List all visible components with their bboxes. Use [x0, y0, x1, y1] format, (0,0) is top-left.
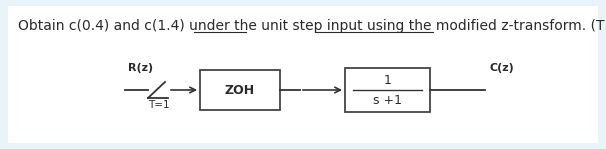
Bar — [200, 70, 280, 110]
Text: Obtain c(0.4) and c(1.4) under the unit step input using the modified z-transfor: Obtain c(0.4) and c(1.4) under the unit … — [18, 19, 606, 33]
Text: s +1: s +1 — [373, 94, 402, 107]
Text: 1: 1 — [384, 73, 391, 87]
Text: C(z): C(z) — [490, 63, 514, 73]
Bar — [345, 68, 430, 112]
Text: T=1: T=1 — [148, 100, 170, 110]
Text: R(z): R(z) — [128, 63, 153, 73]
FancyBboxPatch shape — [8, 6, 598, 143]
Text: ZOH: ZOH — [225, 83, 255, 97]
